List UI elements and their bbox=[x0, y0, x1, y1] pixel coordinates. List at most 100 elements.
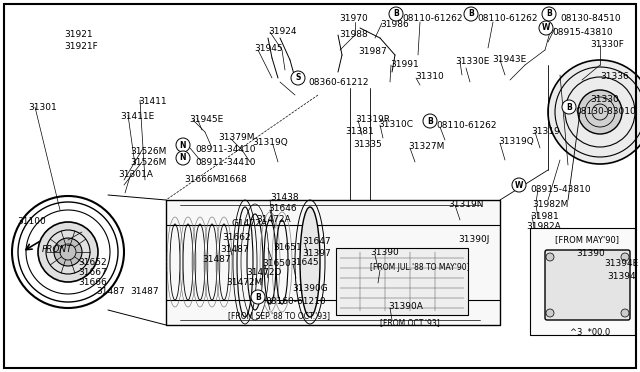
Text: 31310: 31310 bbox=[415, 72, 444, 81]
Text: 31472M: 31472M bbox=[226, 278, 262, 287]
Text: B: B bbox=[468, 10, 474, 19]
Text: 08110-61262: 08110-61262 bbox=[402, 14, 463, 23]
Text: FRONT: FRONT bbox=[42, 245, 73, 254]
Text: 31652: 31652 bbox=[78, 258, 107, 267]
Text: 31100: 31100 bbox=[17, 217, 45, 226]
Text: 31647: 31647 bbox=[302, 237, 331, 246]
Text: 31390J: 31390J bbox=[458, 235, 490, 244]
Ellipse shape bbox=[621, 253, 629, 261]
Circle shape bbox=[464, 7, 478, 21]
Ellipse shape bbox=[578, 90, 622, 134]
Text: ^3  *00.0: ^3 *00.0 bbox=[570, 328, 611, 337]
Ellipse shape bbox=[546, 253, 554, 261]
Text: 08911-34410: 08911-34410 bbox=[195, 145, 255, 154]
Text: N: N bbox=[180, 154, 186, 163]
Circle shape bbox=[512, 178, 526, 192]
Circle shape bbox=[539, 21, 553, 35]
Circle shape bbox=[542, 7, 556, 21]
Text: 31310C: 31310C bbox=[378, 120, 413, 129]
Text: 31301: 31301 bbox=[28, 103, 57, 112]
FancyBboxPatch shape bbox=[545, 250, 630, 320]
Text: 31330: 31330 bbox=[590, 95, 619, 104]
Text: 31472A: 31472A bbox=[256, 215, 291, 224]
Text: B: B bbox=[255, 292, 261, 301]
Text: 31390: 31390 bbox=[576, 249, 605, 258]
Text: 31945E: 31945E bbox=[189, 115, 223, 124]
Text: [FROM SEP.'88 TO OCT.'93]: [FROM SEP.'88 TO OCT.'93] bbox=[228, 311, 330, 320]
Text: 31327M: 31327M bbox=[408, 142, 444, 151]
Text: 31487: 31487 bbox=[220, 245, 248, 254]
Text: 31970: 31970 bbox=[339, 14, 368, 23]
Text: 31390A: 31390A bbox=[388, 302, 423, 311]
Text: 08160-61210: 08160-61210 bbox=[265, 297, 326, 306]
Text: 31411E: 31411E bbox=[120, 112, 154, 121]
Text: G1472A: G1472A bbox=[232, 219, 268, 228]
Ellipse shape bbox=[300, 207, 320, 317]
Text: 31394E: 31394E bbox=[604, 259, 638, 268]
Text: S: S bbox=[295, 74, 301, 83]
Text: 31487: 31487 bbox=[96, 287, 125, 296]
Text: 31526M: 31526M bbox=[130, 147, 166, 156]
Text: [FROM OCT.'93]: [FROM OCT.'93] bbox=[380, 318, 440, 327]
Text: 31390G: 31390G bbox=[292, 284, 328, 293]
Text: 08915-43810: 08915-43810 bbox=[552, 28, 612, 37]
Text: 31921: 31921 bbox=[64, 30, 93, 39]
Text: 31526M: 31526M bbox=[130, 158, 166, 167]
Text: 31991: 31991 bbox=[390, 60, 419, 69]
Text: 31988: 31988 bbox=[339, 30, 368, 39]
Text: B: B bbox=[427, 116, 433, 125]
Text: 31319Q: 31319Q bbox=[252, 138, 288, 147]
Text: 08130-84510: 08130-84510 bbox=[560, 14, 621, 23]
Text: 31472D: 31472D bbox=[246, 268, 282, 277]
Text: 31390: 31390 bbox=[370, 248, 399, 257]
Ellipse shape bbox=[546, 309, 554, 317]
Text: [FROM JUL.'88 TO MAY'90]: [FROM JUL.'88 TO MAY'90] bbox=[370, 263, 470, 272]
Text: 31394: 31394 bbox=[607, 272, 636, 281]
Text: 31319R: 31319R bbox=[355, 115, 390, 124]
Text: 31381: 31381 bbox=[345, 127, 374, 136]
Text: 31645: 31645 bbox=[290, 258, 319, 267]
Text: 31986: 31986 bbox=[380, 20, 409, 29]
Text: 31987: 31987 bbox=[358, 47, 387, 56]
Text: 08915-43810: 08915-43810 bbox=[530, 185, 591, 194]
Ellipse shape bbox=[548, 60, 640, 164]
Text: 31662: 31662 bbox=[222, 233, 251, 242]
Bar bbox=[166, 200, 500, 325]
Text: 08130-83010: 08130-83010 bbox=[575, 107, 636, 116]
Text: 31982A: 31982A bbox=[526, 222, 561, 231]
Ellipse shape bbox=[54, 238, 82, 266]
Text: 31921F: 31921F bbox=[64, 42, 98, 51]
Text: 31335: 31335 bbox=[353, 140, 381, 149]
Text: N: N bbox=[180, 141, 186, 150]
Text: 31330F: 31330F bbox=[590, 40, 624, 49]
Text: 31646: 31646 bbox=[268, 204, 296, 213]
Text: 31943E: 31943E bbox=[492, 55, 526, 64]
Text: 31336: 31336 bbox=[600, 72, 628, 81]
Text: 31487: 31487 bbox=[130, 287, 159, 296]
Text: W: W bbox=[515, 180, 523, 189]
Circle shape bbox=[251, 290, 265, 304]
Text: 31924: 31924 bbox=[268, 27, 296, 36]
Text: 08911-34410: 08911-34410 bbox=[195, 158, 255, 167]
Circle shape bbox=[389, 7, 403, 21]
Bar bbox=[336, 248, 468, 315]
Text: [FROM MAY'90]: [FROM MAY'90] bbox=[555, 235, 619, 244]
Text: B: B bbox=[546, 10, 552, 19]
Ellipse shape bbox=[621, 309, 629, 317]
Text: 08360-61212: 08360-61212 bbox=[308, 78, 369, 87]
Text: 31666: 31666 bbox=[78, 278, 107, 287]
Text: B: B bbox=[566, 103, 572, 112]
Text: 31666M: 31666M bbox=[184, 175, 221, 184]
Text: 31651: 31651 bbox=[273, 243, 301, 252]
Text: 31397: 31397 bbox=[302, 249, 331, 258]
Text: 31945: 31945 bbox=[254, 44, 283, 53]
Text: 31330E: 31330E bbox=[455, 57, 490, 66]
Text: W: W bbox=[542, 23, 550, 32]
Text: 31438: 31438 bbox=[270, 193, 299, 202]
Text: 31650: 31650 bbox=[262, 259, 291, 268]
Circle shape bbox=[562, 100, 576, 114]
Text: 31411: 31411 bbox=[138, 97, 166, 106]
Circle shape bbox=[291, 71, 305, 85]
Bar bbox=[530, 228, 635, 335]
Circle shape bbox=[176, 138, 190, 152]
